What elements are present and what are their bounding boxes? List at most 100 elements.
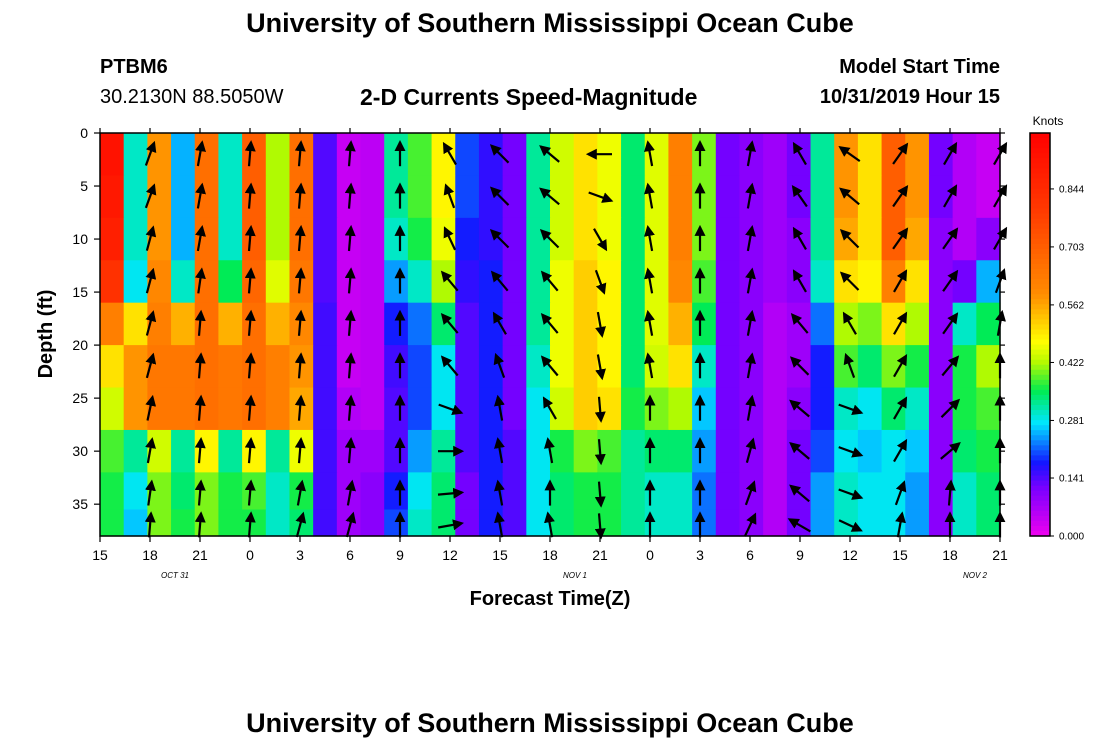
heatmap-cell: [502, 387, 527, 431]
heatmap-cell: [644, 472, 670, 511]
current-arrow: [440, 313, 459, 334]
heatmap-cell: [810, 387, 835, 431]
x-tick-label: 12: [442, 547, 458, 563]
heatmap-cell: [905, 509, 930, 537]
heatmap-cell: [384, 133, 409, 177]
heatmap-cell: [526, 387, 551, 431]
heatmap-cell: [455, 472, 480, 511]
heatmap-cell: [857, 429, 883, 473]
heatmap-cell: [644, 302, 670, 346]
heatmap-cell: [218, 387, 243, 431]
current-arrow: [344, 140, 356, 167]
current-arrow: [893, 311, 908, 335]
heatmap-cell: [550, 302, 575, 346]
y-axis-label: Depth (ft): [35, 290, 57, 379]
heatmap-cell: [857, 175, 883, 219]
colorbar-segment: [1030, 158, 1050, 164]
heatmap-cell: [952, 217, 977, 261]
heatmap-cell: [265, 387, 291, 431]
current-arrow: [595, 311, 606, 338]
heatmap-cell: [171, 175, 196, 219]
heatmap-cell: [763, 175, 788, 219]
current-arrow: [893, 269, 908, 293]
heatmap-cell: [976, 387, 1001, 431]
colorbar-segment: [1030, 269, 1050, 275]
current-arrow: [489, 229, 510, 249]
heatmap-cell: [455, 260, 480, 304]
heatmap-cell: [194, 133, 220, 177]
heatmap-cell: [123, 175, 148, 219]
heatmap-cell: [810, 302, 835, 346]
current-arrow: [792, 141, 807, 166]
current-arrow: [244, 309, 256, 336]
heatmap-cell: [857, 302, 883, 346]
heatmap-cell: [644, 509, 670, 537]
heatmap-cell: [810, 217, 835, 261]
colorbar-segment: [1030, 510, 1050, 517]
heatmap-cell: [360, 217, 385, 261]
x-tick-label: 9: [396, 547, 404, 563]
heatmap-cell: [289, 387, 314, 431]
heatmap-cell: [407, 175, 433, 219]
heatmap-cell: [976, 509, 1001, 537]
current-arrow: [494, 394, 505, 421]
heatmap-cell: [313, 260, 338, 304]
heatmap-cell: [668, 133, 693, 177]
colorbar-segment: [1030, 233, 1050, 240]
current-arrow: [895, 511, 906, 538]
heatmap-cell: [431, 175, 456, 219]
heatmap-cell: [857, 472, 883, 511]
current-arrow: [144, 140, 157, 166]
heatmap-cell: [171, 429, 196, 473]
colorbar-segment: [1030, 163, 1050, 169]
x-tick-label: 18: [542, 547, 558, 563]
current-arrow: [594, 481, 606, 508]
heatmap-cell: [597, 429, 622, 473]
heatmap-cell: [526, 133, 551, 177]
heatmap-cell: [360, 472, 385, 511]
heatmap-cell: [289, 429, 314, 473]
colorbar-tick-label: 0.141: [1059, 474, 1084, 485]
current-arrow: [244, 224, 256, 252]
heatmap-cell: [976, 472, 1001, 511]
heatmap-cell: [810, 345, 835, 389]
colorbar-segment: [1030, 138, 1050, 144]
colorbar-segment: [1030, 394, 1050, 401]
heatmap-cell: [100, 387, 125, 431]
heatmap-cell: [171, 302, 196, 346]
heatmap-cell: [597, 260, 622, 304]
heatmap-cell: [171, 260, 196, 304]
colorbar-label: Knots: [1033, 114, 1064, 128]
colorbar-segment: [1030, 329, 1050, 336]
colorbar-segment: [1030, 279, 1050, 285]
heatmap-cell: [952, 133, 977, 177]
colorbar-segment: [1030, 410, 1050, 416]
heatmap-cell: [786, 472, 812, 511]
heatmap-cell: [692, 345, 717, 389]
heatmap-cell: [573, 302, 598, 346]
heatmap-cell: [455, 387, 480, 431]
heatmap-cell: [100, 509, 125, 537]
current-arrow: [244, 182, 256, 209]
heatmap-cell: [976, 175, 1001, 219]
heatmap-cell: [147, 345, 172, 389]
heatmap-cell: [834, 217, 859, 261]
heatmap-cell: [715, 217, 741, 261]
current-arrow: [145, 479, 156, 506]
current-arrow: [144, 511, 156, 538]
heatmap-cell: [834, 429, 859, 473]
heatmap-cell: [857, 217, 883, 261]
current-arrow: [145, 225, 157, 251]
heatmap-cell: [763, 387, 788, 431]
current-arrow: [194, 479, 206, 506]
heatmap-cell: [905, 260, 930, 304]
current-arrow: [194, 511, 206, 538]
heatmap-cell: [621, 429, 646, 473]
colorbar-segment: [1030, 143, 1050, 149]
current-arrow: [145, 394, 157, 421]
heatmap-cell: [573, 509, 598, 537]
colorbar-segment: [1030, 525, 1050, 532]
heatmap-cell: [810, 509, 835, 537]
colorbar-segment: [1030, 425, 1050, 431]
heatmap-cell: [455, 217, 480, 261]
